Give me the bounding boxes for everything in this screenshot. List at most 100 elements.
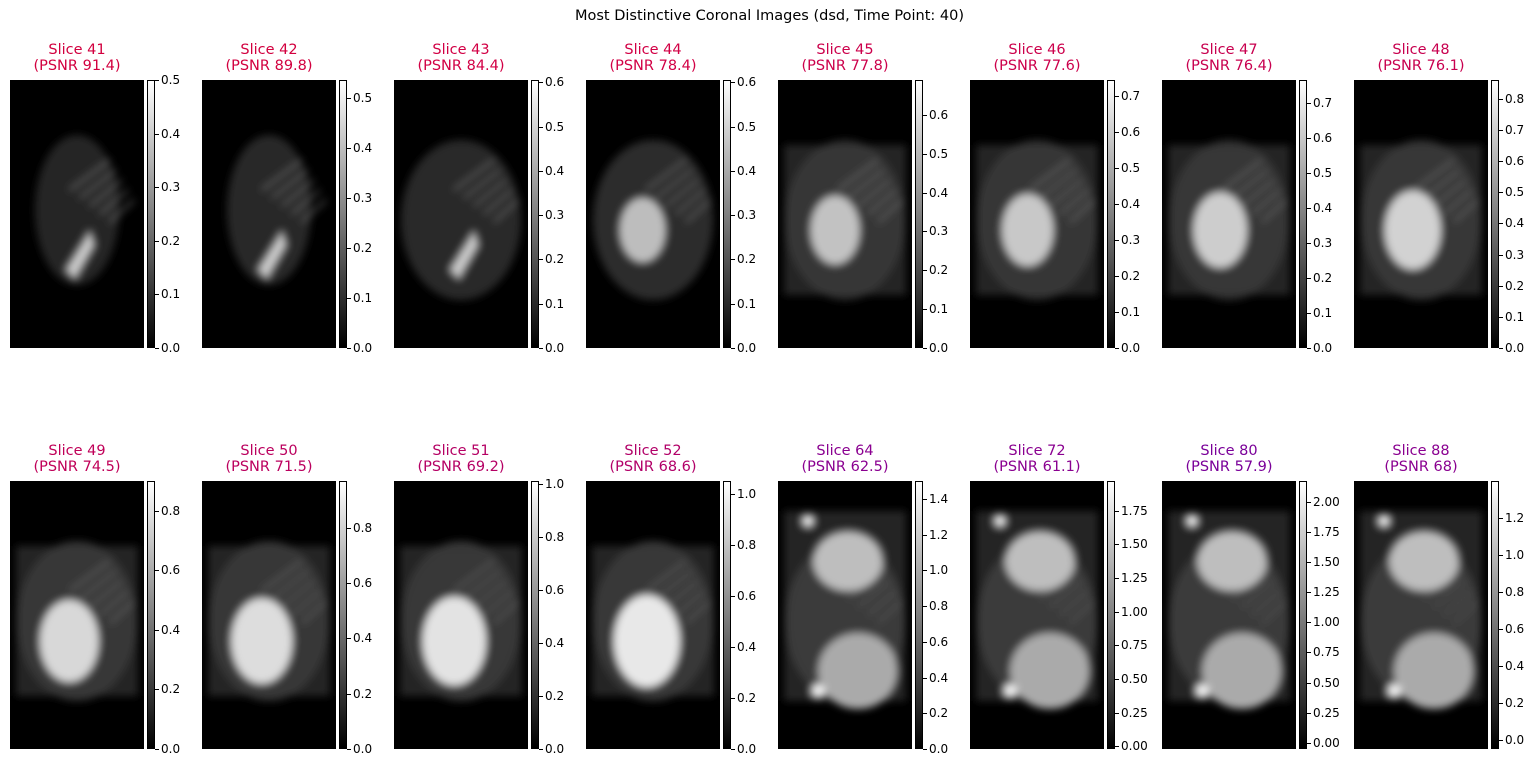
- mri-slice-image: [202, 481, 336, 749]
- colorbar-tick-label: 1.0: [929, 563, 949, 577]
- colorbar-tick-label: 0.0: [545, 742, 565, 756]
- colorbar-tick: [155, 294, 159, 295]
- colorbar-tick: [155, 80, 159, 81]
- colorbar-tick: [923, 115, 927, 116]
- colorbar-tick-label: 0.75: [1313, 645, 1340, 659]
- psnr-label: (PSNR 77.6): [993, 58, 1081, 74]
- colorbar-tick: [1307, 313, 1311, 314]
- colorbar-tick: [1115, 348, 1119, 349]
- colorbar-tick: [347, 348, 351, 349]
- colorbar-tick: [1499, 317, 1503, 318]
- colorbar-tick-label: 0.6: [1313, 131, 1333, 145]
- colorbar-tick: [155, 187, 159, 188]
- colorbar-tick: [923, 570, 927, 571]
- colorbar-tick-label: 0.6: [545, 583, 565, 597]
- colorbar-tick-label: 0.2: [353, 241, 373, 255]
- colorbar-tick: [1115, 645, 1119, 646]
- colorbar-tick-label: 1.75: [1121, 504, 1148, 518]
- slice-title: Slice 50 (PSNR 71.5): [192, 443, 346, 475]
- slice-label: Slice 80: [1200, 443, 1258, 459]
- colorbar-tick-label: 0.6: [1121, 125, 1141, 139]
- colorbar-tick-label: 0.0: [1313, 341, 1333, 355]
- slice-title: Slice 43 (PSNR 84.4): [384, 42, 538, 74]
- colorbar-tick-label: 0.1: [1121, 305, 1141, 319]
- psnr-label: (PSNR 69.2): [417, 459, 505, 475]
- colorbar-tick-label: 0.8: [161, 504, 181, 518]
- colorbar-tick: [1499, 518, 1503, 519]
- colorbar-tick-label: 0.8: [929, 599, 949, 613]
- colorbar-tick-label: 0.6: [737, 75, 757, 89]
- colorbar-tick: [731, 348, 735, 349]
- colorbar-tick-label: 0.8: [545, 530, 565, 544]
- colorbar-tick-label: 0.6: [353, 576, 373, 590]
- colorbar-tick-label: 0.1: [545, 297, 565, 311]
- colorbar-tick-label: 0.3: [353, 191, 373, 205]
- colorbar-tick: [1307, 348, 1311, 349]
- colorbar-tick: [923, 606, 927, 607]
- colorbar-tick-label: 0.6: [1505, 622, 1525, 636]
- colorbar-tick: [1115, 679, 1119, 680]
- colorbar-tick: [1307, 652, 1311, 653]
- slice-label: Slice 72: [1008, 443, 1066, 459]
- colorbar-tick-label: 0.0: [929, 341, 949, 355]
- colorbar-tick: [1307, 243, 1311, 244]
- slice-title: Slice 49 (PSNR 74.5): [0, 443, 154, 475]
- colorbar-tick-label: 0.4: [1505, 216, 1525, 230]
- colorbar-tick-label: 0.2: [161, 682, 181, 696]
- colorbar-tick: [347, 148, 351, 149]
- mri-slice-image: [970, 80, 1104, 348]
- colorbar-tick-label: 0.75: [1121, 638, 1148, 652]
- colorbar-tick-label: 0.2: [161, 234, 181, 248]
- slice-label: Slice 42: [240, 42, 298, 58]
- colorbar-tick: [923, 270, 927, 271]
- colorbar-tick-label: 0.0: [737, 742, 757, 756]
- colorbar-tick: [731, 82, 735, 83]
- colorbar-tick-label: 0.3: [737, 208, 757, 222]
- colorbar-tick-label: 0.0: [929, 742, 949, 756]
- colorbar-tick: [1307, 713, 1311, 714]
- colorbar-tick: [731, 494, 735, 495]
- colorbar-tick: [923, 713, 927, 714]
- colorbar-tick-label: 2.00: [1313, 495, 1340, 509]
- psnr-label: (PSNR 68): [1384, 459, 1458, 475]
- mri-slice-image: [10, 481, 144, 749]
- colorbar-tick-label: 1.2: [1505, 511, 1525, 525]
- slice-title: Slice 41 (PSNR 91.4): [0, 42, 154, 74]
- slice-label: Slice 46: [1008, 42, 1066, 58]
- colorbar-tick-label: 0.8: [1505, 585, 1525, 599]
- colorbar-tick: [539, 590, 543, 591]
- colorbar: [723, 80, 731, 348]
- colorbar-tick: [1499, 348, 1503, 349]
- colorbar: [339, 481, 347, 749]
- colorbar-tick-label: 0.50: [1313, 676, 1340, 690]
- colorbar-tick-label: 0.2: [1505, 696, 1525, 710]
- colorbar: [1491, 481, 1499, 749]
- slice-label: Slice 49: [48, 443, 106, 459]
- colorbar-tick-label: 0.2: [1121, 269, 1141, 283]
- colorbar-tick-label: 0.6: [161, 563, 181, 577]
- colorbar: [1107, 80, 1115, 348]
- colorbar: [147, 481, 155, 749]
- colorbar-tick: [347, 98, 351, 99]
- colorbar-tick: [539, 259, 543, 260]
- slice-title: Slice 64 (PSNR 62.5): [768, 443, 922, 475]
- colorbar-tick: [1307, 208, 1311, 209]
- colorbar-tick: [1307, 532, 1311, 533]
- colorbar-tick-label: 0.4: [1505, 659, 1525, 673]
- slice-title: Slice 42 (PSNR 89.8): [192, 42, 346, 74]
- colorbar-tick-label: 1.4: [929, 492, 949, 506]
- colorbar-tick: [1499, 161, 1503, 162]
- colorbar-tick-label: 0.0: [161, 341, 181, 355]
- colorbar: [915, 80, 923, 348]
- psnr-label: (PSNR 89.8): [225, 58, 313, 74]
- colorbar-tick-label: 0.2: [545, 689, 565, 703]
- colorbar-tick-label: 0.5: [1505, 185, 1525, 199]
- colorbar-tick-label: 0.0: [1505, 733, 1525, 747]
- colorbar-tick-label: 0.3: [161, 180, 181, 194]
- slice-label: Slice 44: [624, 42, 682, 58]
- colorbar-tick: [731, 545, 735, 546]
- colorbar-tick: [1307, 278, 1311, 279]
- colorbar-tick-label: 0.4: [353, 141, 373, 155]
- colorbar-tick-label: 0.5: [545, 120, 565, 134]
- psnr-label: (PSNR 68.6): [609, 459, 697, 475]
